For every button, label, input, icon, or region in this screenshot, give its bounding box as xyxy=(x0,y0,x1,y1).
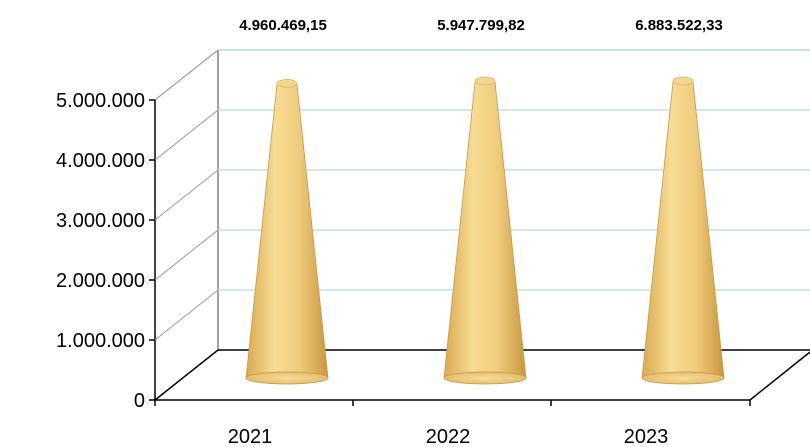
x-tick-label: 2021 xyxy=(228,426,273,447)
cone-base xyxy=(443,371,527,385)
y-tick-label: 2.000.000 xyxy=(56,270,145,292)
data-label-2022: 5.947.799,82 xyxy=(437,17,525,34)
y-tick-label: 4.000.000 xyxy=(56,150,145,172)
gridline-diagonal xyxy=(154,169,219,221)
cone-series xyxy=(245,76,725,385)
data-labels: 4.960.469,15 5.947.799,82 6.883.522,33 xyxy=(239,17,723,34)
cone-body xyxy=(641,76,725,379)
x-axis-ticks: 2021 2022 2023 xyxy=(154,400,751,447)
cone-bar-2021 xyxy=(245,78,329,385)
floor-left-edge xyxy=(154,349,219,401)
cone-top xyxy=(276,79,298,88)
y-tick-label: 1.000.000 xyxy=(56,330,145,352)
cone-bar-2022 xyxy=(443,76,527,385)
floor-right-edge xyxy=(749,351,810,401)
cone-top xyxy=(672,76,694,86)
gridline-diagonal xyxy=(154,289,219,341)
x-tick-label: 2023 xyxy=(624,426,669,447)
cone-body xyxy=(443,76,527,379)
data-label-2023: 6.883.522,33 xyxy=(635,17,723,34)
y-tick-label: 0 xyxy=(134,390,145,412)
gridline-diagonal xyxy=(154,229,219,281)
y-axis-ticks: 0 1.000.000 2.000.000 3.000.000 4.000.000 5.0… xyxy=(56,90,155,412)
y-tick-label: 5.000.000 xyxy=(56,90,145,112)
gridline-diagonal xyxy=(154,109,219,161)
data-label-2021: 4.960.469,15 xyxy=(239,17,327,34)
y-tick-label: 3.000.000 xyxy=(56,210,145,232)
cone-bar-2023 xyxy=(641,76,725,385)
cone-top xyxy=(474,76,496,86)
x-tick-label: 2022 xyxy=(426,426,471,447)
cone-base xyxy=(245,371,329,385)
gridline-diagonal xyxy=(154,49,219,101)
cone-base xyxy=(641,371,725,385)
cone-body xyxy=(245,78,329,379)
